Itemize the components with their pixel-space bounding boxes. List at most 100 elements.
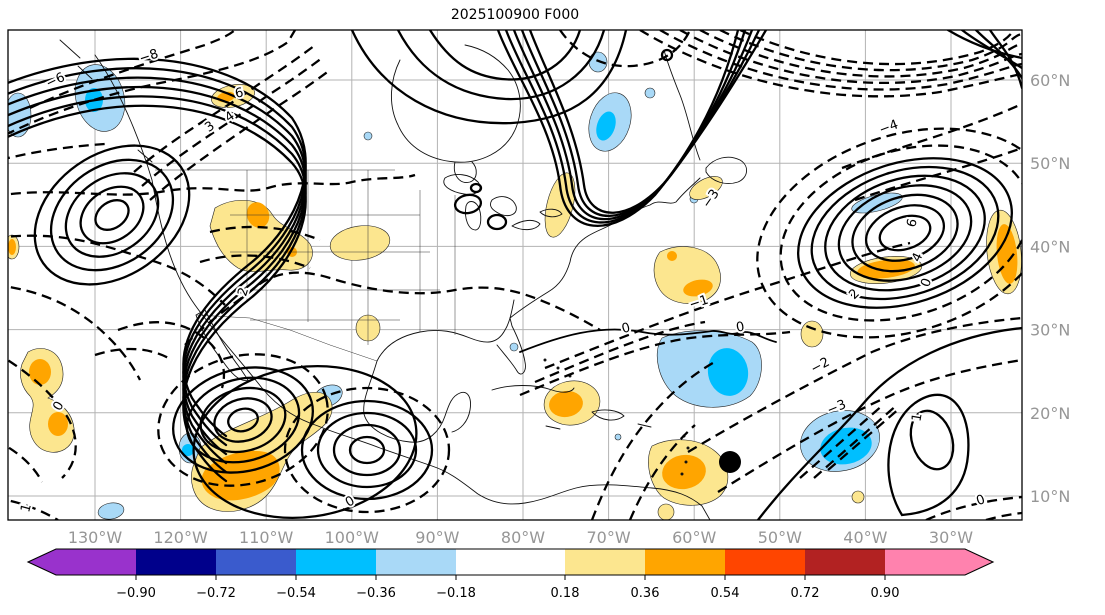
- contour-value-label: 0: [974, 492, 987, 509]
- lon-tick-label: 110°W: [239, 528, 294, 547]
- lon-tick-label: 50°W: [758, 528, 802, 547]
- solid-contour-ring: [172, 366, 314, 474]
- lon-tick-label: 30°W: [929, 528, 973, 547]
- lon-tick-label: 80°W: [501, 528, 545, 547]
- solid-contour: [396, 30, 606, 101]
- lon-tick-label: 40°W: [843, 528, 887, 547]
- dashed-contour-ring: [283, 386, 451, 514]
- solid-contour-ring: [453, 193, 483, 215]
- solid-contour-ring: [79, 185, 145, 245]
- dashed-contour: [854, 146, 1022, 202]
- solid-contour: [512, 30, 754, 221]
- dashed-contour: [117, 321, 226, 389]
- lat-tick-label: 60°N: [1030, 71, 1070, 90]
- contour-value-label: 0: [620, 320, 632, 337]
- colorbar: −0.90 −0.72 −0.54 −0.36 −0.18 0.18 0.36 0.54 0.7…: [26, 548, 995, 601]
- solid-contour-ring: [49, 158, 175, 272]
- dashed-contour: [544, 241, 911, 370]
- contour-value-label: 0: [735, 319, 746, 335]
- contour-value-label: 1: [18, 502, 35, 514]
- solid-contour: [8, 57, 307, 438]
- dashed-contour: [8, 285, 142, 381]
- dashed-contour: [29, 30, 236, 110]
- solid-contour: [756, 326, 1022, 520]
- map-frame: [7, 29, 1023, 521]
- colorbar-segment: [885, 549, 965, 575]
- solid-contour-ring: [797, 157, 1013, 309]
- dashed-contour: [209, 225, 321, 242]
- solid-contour-ring: [824, 174, 986, 292]
- colorbar-segment: [216, 549, 296, 575]
- solid-contour-ring: [810, 165, 1000, 301]
- colorbar-extend-right: [965, 549, 993, 575]
- solid-contour: [946, 30, 1022, 60]
- dashed-contour: [94, 347, 173, 361]
- solid-contour-ring: [864, 204, 946, 262]
- lon-tick-label: 100°W: [325, 528, 380, 547]
- dashed-contour: [141, 57, 323, 187]
- solid-contour-ring: [185, 376, 301, 464]
- solid-contour-ring: [909, 409, 955, 471]
- dashed-contour: [8, 173, 416, 196]
- colorbar-segment: [805, 549, 885, 575]
- contour-value-label: −6: [44, 70, 68, 92]
- dashed-contour: [133, 45, 315, 173]
- colorbar-segment: [376, 549, 456, 575]
- solid-contour: [8, 95, 307, 474]
- dashed-contour: [639, 30, 1022, 98]
- dashed-contour: [8, 234, 226, 306]
- dashed-contour: [149, 69, 331, 201]
- colorbar-segment: [645, 549, 725, 575]
- dashed-contour: [8, 30, 296, 135]
- dashed-contour: [717, 358, 1022, 493]
- solid-contour-ring: [316, 411, 418, 489]
- colorbar-segment: [565, 549, 645, 575]
- solid-contour: [887, 393, 970, 517]
- dashed-contour: [8, 358, 77, 479]
- lon-tick-label: 90°W: [415, 528, 459, 547]
- solid-contour-ring: [660, 48, 674, 62]
- dashed-contour: [719, 30, 1022, 72]
- colorbar-extend-left: [28, 549, 56, 575]
- colorbar-tick-label: 0.72: [791, 586, 820, 601]
- dashed-contour: [799, 403, 885, 479]
- dashed-contour: [8, 142, 106, 160]
- dashed-contour: [628, 424, 696, 520]
- colorbar-segment: [456, 549, 565, 575]
- colorbar-tick-label: −0.18: [436, 586, 476, 601]
- solid-contour: [8, 85, 307, 465]
- colorbar-segment: [136, 549, 216, 575]
- colorbar-tick-label: −0.90: [116, 586, 156, 601]
- solid-contour-ring: [332, 423, 402, 477]
- solid-contour-ring: [348, 435, 386, 465]
- solid-contour: [528, 30, 768, 214]
- dashed-contour: [8, 499, 59, 520]
- dashed-contour: [699, 30, 1022, 78]
- lon-tick-label: 60°W: [672, 528, 716, 547]
- plot-title: 2025100900 F000: [451, 7, 579, 23]
- lat-tick-label: 20°N: [1030, 404, 1070, 423]
- dashed-contour: [687, 316, 1022, 453]
- lat-tick-label: 50°N: [1030, 154, 1070, 173]
- cyclone-marker: [719, 451, 741, 473]
- lat-tick-label: 40°N: [1030, 237, 1070, 256]
- dashed-contour: [813, 403, 899, 479]
- solid-contour: [974, 30, 1022, 80]
- dashed-contour: [985, 511, 1022, 520]
- dashed-contour: [925, 495, 1022, 520]
- solid-contour-ring: [227, 407, 259, 433]
- contour-value-label: 2: [846, 286, 862, 302]
- dashed-contour: [184, 271, 601, 346]
- solid-contour: [988, 30, 1022, 90]
- colorbar-tick-label: −0.72: [196, 586, 236, 601]
- dashed-contour: [679, 30, 1022, 85]
- contour-value-label: 0: [918, 276, 935, 289]
- contour-value-label: 3: [202, 119, 217, 136]
- solid-contour: [519, 328, 777, 353]
- dashed-contour-ring: [779, 144, 1022, 322]
- contour-value-label: 6: [904, 217, 921, 229]
- colorbar-outline: [26, 548, 995, 576]
- solid-contour: [350, 30, 628, 125]
